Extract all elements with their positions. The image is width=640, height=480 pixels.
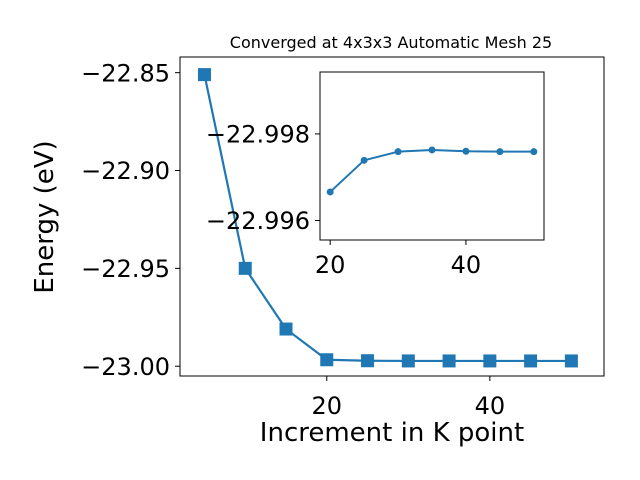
main-series-group bbox=[203, 74, 572, 363]
main-data-point bbox=[279, 322, 293, 336]
main-data-point bbox=[238, 261, 252, 275]
inset-data-point bbox=[428, 146, 436, 154]
inset-data-point bbox=[326, 188, 334, 196]
main-y-tick-label: −23.00 bbox=[81, 353, 170, 381]
inset-axes-group: 20 40 −22.998 −22.996 bbox=[206, 121, 481, 279]
main-plot-frame bbox=[179, 56, 605, 377]
main-x-tick-label: 40 bbox=[475, 392, 506, 420]
main-y-tick-label: −22.95 bbox=[81, 255, 170, 283]
main-data-point bbox=[442, 354, 456, 368]
main-data-point bbox=[401, 354, 415, 368]
inset-y-tick-label: −22.998 bbox=[206, 121, 310, 149]
main-data-point bbox=[320, 353, 334, 367]
inset-x-tick-label: 40 bbox=[451, 251, 482, 279]
main-axes-group: 20 40 −22.85 −22.90 −22.95 −23.00 bbox=[81, 59, 505, 420]
main-x-tick-label: 20 bbox=[311, 392, 342, 420]
main-data-point bbox=[483, 354, 497, 368]
inset-data-point bbox=[496, 148, 504, 156]
inset-y-tick-label: −22.996 bbox=[206, 207, 310, 235]
x-axis-label: Increment in K point bbox=[260, 418, 524, 448]
main-markers-group bbox=[197, 68, 578, 368]
inset-data-point bbox=[360, 156, 368, 164]
inset-plot-frame bbox=[319, 71, 545, 241]
main-y-tick-label: −22.90 bbox=[81, 157, 170, 185]
y-axis-label: Energy (eV) bbox=[30, 140, 60, 293]
inset-markers-group bbox=[326, 146, 538, 196]
inset-data-point bbox=[394, 148, 402, 156]
chart-title: Converged at 4x3x3 Automatic Mesh 25 bbox=[230, 33, 552, 52]
main-data-point bbox=[361, 354, 375, 368]
main-data-point bbox=[564, 354, 578, 368]
inset-data-point bbox=[530, 148, 538, 156]
main-data-point bbox=[197, 68, 211, 82]
inset-data-point bbox=[462, 147, 470, 155]
inset-background bbox=[320, 72, 544, 240]
main-y-tick-label: −22.85 bbox=[81, 59, 170, 87]
main-series-line bbox=[203, 74, 572, 363]
inset-x-tick-label: 20 bbox=[315, 251, 346, 279]
main-data-point bbox=[524, 354, 538, 368]
